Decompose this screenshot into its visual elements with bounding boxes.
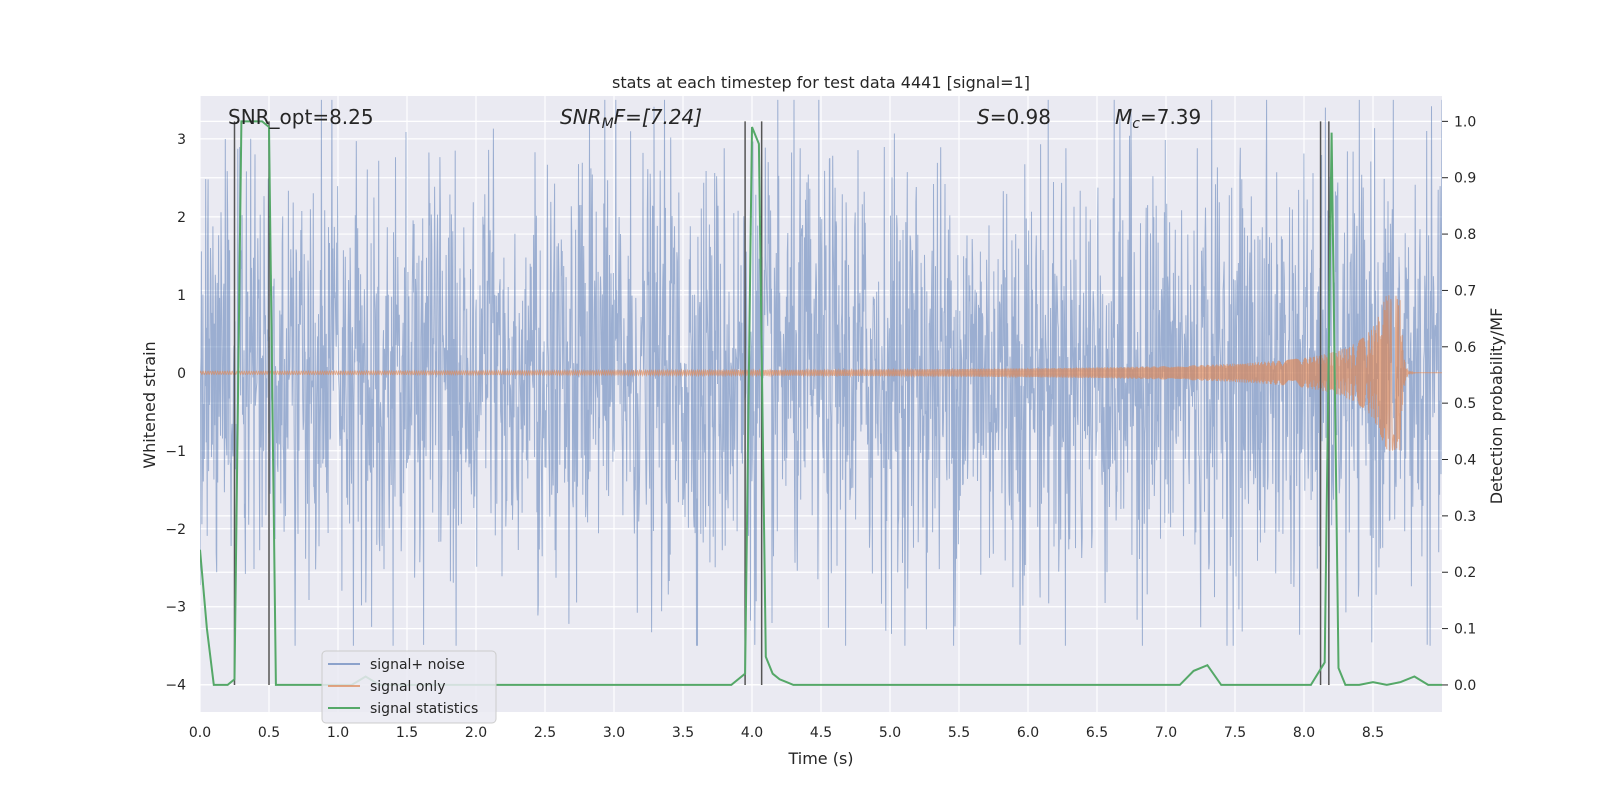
- signal-only-line: [200, 295, 1442, 451]
- y2-tick-labels: 0.0 0.1 0.2 0.3 0.4 0.5 0.6 0.7 0.8 0.9 1.0: [1442, 114, 1476, 694]
- x-tick-label: 5.5: [948, 725, 970, 741]
- x-tick-label: 8.0: [1293, 725, 1315, 741]
- x-tick-label: 8.5: [1362, 725, 1384, 741]
- y2-tick-label: 0.9: [1454, 171, 1476, 187]
- y-tick-label: 1: [177, 288, 186, 304]
- annotation-s: S=0.98: [977, 105, 1051, 129]
- y2-tick-label: 0.3: [1454, 509, 1476, 525]
- y2-tick-label: 0.8: [1454, 227, 1476, 243]
- x-tick-label: 7.0: [1155, 725, 1177, 741]
- y2-tick-label: 0.7: [1454, 283, 1476, 299]
- legend-label-noise: signal+ noise: [370, 657, 465, 673]
- y2-tick-label: 0.1: [1454, 622, 1476, 638]
- annotation-snr-opt: SNR_opt=8.25: [228, 105, 374, 129]
- annotation-mc: Mc=7.39: [1115, 105, 1201, 132]
- y2-tick-label: 0.2: [1454, 565, 1476, 581]
- y2-tick-label: 0.4: [1454, 453, 1476, 469]
- y2-axis-label: Detection probability/MF: [1487, 308, 1506, 505]
- y2-tick-label: 1.0: [1454, 114, 1476, 130]
- y-tick-label: 3: [177, 132, 186, 148]
- x-tick-label: 3.5: [672, 725, 694, 741]
- x-tick-label: 1.5: [396, 725, 418, 741]
- legend: signal+ noise signal only signal statist…: [321, 650, 497, 724]
- x-tick-labels: 0.0 0.5 1.0 1.5 2.0 2.5 3.0 3.5 4.0 4.5 5.0 5.5 6.0 6…: [189, 725, 1384, 741]
- signal-noise-line: [200, 99, 1442, 646]
- x-tick-label: 6.0: [1017, 725, 1039, 741]
- legend-label-stats: signal statistics: [370, 701, 478, 717]
- x-tick-label: 3.0: [603, 725, 625, 741]
- y-tick-label: −1: [165, 444, 186, 460]
- annotation-snr-mf: SNRMF=[7.24]: [560, 105, 702, 132]
- y-axis-label: Whitened strain: [140, 341, 159, 468]
- y-tick-label: 0: [177, 366, 186, 382]
- chart-title: stats at each timestep for test data 444…: [612, 73, 1030, 92]
- x-tick-label: 2.5: [534, 725, 556, 741]
- x-tick-label: 0.0: [189, 725, 211, 741]
- x-tick-label: 4.5: [810, 725, 832, 741]
- signal-statistics-line: [200, 120, 1442, 686]
- y-tick-label: −2: [165, 522, 186, 538]
- y-tick-label: −4: [165, 678, 186, 694]
- y-tick-label: −3: [165, 600, 186, 616]
- y-tick-labels: −4 −3 −2 −1 0 1 2 3: [165, 132, 186, 694]
- x-axis-label: Time (s): [787, 749, 853, 768]
- y2-tick-label: 0.0: [1454, 678, 1476, 694]
- x-tick-label: 2.0: [465, 725, 487, 741]
- x-tick-label: 6.5: [1086, 725, 1108, 741]
- x-tick-label: 5.0: [879, 725, 901, 741]
- y2-tick-label: 0.6: [1454, 340, 1476, 356]
- x-tick-label: 1.0: [327, 725, 349, 741]
- x-tick-label: 4.0: [741, 725, 763, 741]
- legend-label-signal: signal only: [370, 679, 445, 695]
- y2-tick-label: 0.5: [1454, 396, 1476, 412]
- legend-box: [321, 650, 497, 724]
- y-tick-label: 2: [177, 210, 186, 226]
- x-tick-label: 7.5: [1224, 725, 1246, 741]
- x-tick-label: 0.5: [258, 725, 280, 741]
